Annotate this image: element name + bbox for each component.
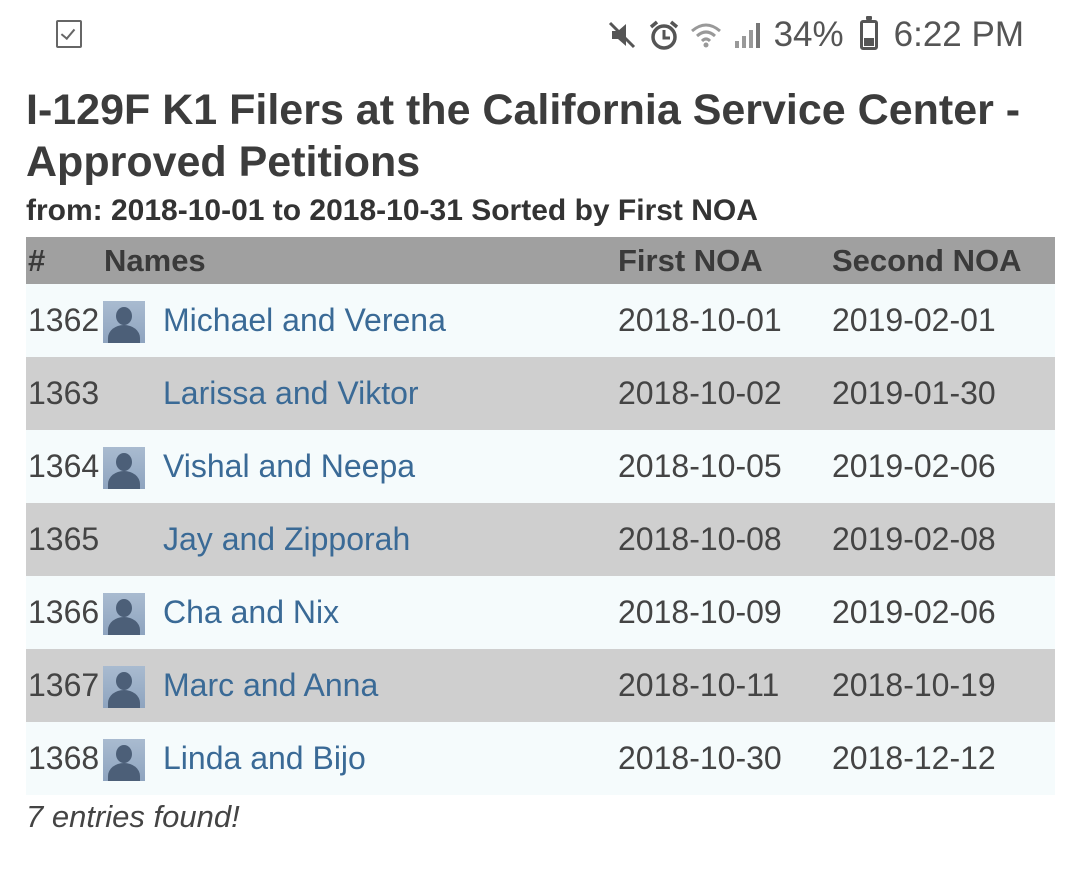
avatar-icon[interactable] [103, 666, 145, 708]
second-noa-date: 2019-02-01 [832, 302, 996, 338]
filer-names-link[interactable]: Jay and Zipporah [163, 521, 411, 557]
first-noa-date: 2018-10-01 [618, 302, 782, 338]
filer-names-link[interactable]: Marc and Anna [163, 667, 379, 703]
filer-names-link[interactable]: Vishal and Neepa [163, 448, 416, 484]
filer-names-link[interactable]: Cha and Nix [163, 594, 340, 630]
clock-time: 6:22 PM [893, 15, 1024, 54]
second-noa-date: 2018-12-12 [832, 740, 996, 776]
signal-icon [734, 23, 760, 48]
date-range-subtitle: from: 2018-10-01 to 2018-10-31 Sorted by… [26, 194, 758, 227]
table-row: 1368 Linda and Bijo 2018-10-30 2018-12-12 [26, 722, 1055, 795]
first-noa-date: 2018-10-05 [618, 448, 782, 484]
first-noa-date: 2018-10-30 [618, 740, 782, 776]
column-header-number[interactable]: # [28, 243, 46, 278]
filer-names-link[interactable]: Linda and Bijo [163, 740, 366, 776]
battery-percent: 34% [773, 15, 844, 54]
alarm-icon [649, 20, 678, 50]
avatar-icon[interactable] [103, 301, 145, 343]
filer-names-link[interactable]: Larissa and Viktor [163, 375, 419, 411]
avatar-icon[interactable] [103, 593, 145, 635]
table-header: # Names First NOA Second NOA [26, 237, 1055, 284]
first-noa-date: 2018-10-11 [618, 667, 780, 703]
column-header-second-noa[interactable]: Second NOA [832, 243, 1022, 278]
table-row: 1364 Vishal and Neepa 2018-10-05 2019-02-06 [26, 430, 1055, 503]
status-bar: 34% 6:22 PM [0, 0, 1080, 70]
status-icons: 34% 6:22 PM [606, 12, 1024, 58]
column-header-names[interactable]: Names [104, 243, 206, 278]
checkbox-notification-icon [56, 20, 82, 48]
table-body: 1362 Michael and Verena 2018-10-01 2019-02-… [26, 284, 1055, 795]
row-number: 1366 [28, 594, 100, 630]
table-row: 1367 Marc and Anna 2018-10-11 2018-10-19 [26, 649, 1055, 722]
page-title: I-129F K1 Filers at the California Servi… [26, 86, 1021, 186]
first-noa-date: 2018-10-08 [618, 521, 782, 557]
row-number: 1368 [28, 740, 100, 776]
row-number: 1364 [28, 448, 100, 484]
first-noa-date: 2018-10-09 [618, 594, 782, 630]
first-noa-date: 2018-10-02 [618, 375, 782, 411]
second-noa-date: 2019-02-08 [832, 521, 996, 557]
avatar-icon[interactable] [103, 739, 145, 781]
filer-names-link[interactable]: Michael and Verena [163, 302, 446, 338]
avatar-icon[interactable] [103, 447, 145, 489]
entries-found-note: 7 entries found! [26, 799, 240, 834]
table-row: 1365 Jay and Zipporah 2018-10-08 2019-02-08 [26, 503, 1055, 576]
table-row: 1366 Cha and Nix 2018-10-09 2019-02-06 [26, 576, 1055, 649]
table-row: 1363 Larissa and Viktor 2018-10-02 2019-01-… [26, 357, 1055, 430]
filers-table: # Names First NOA Second NOA 1362 Michael… [26, 237, 1055, 795]
table-row: 1362 Michael and Verena 2018-10-01 2019-02-… [26, 284, 1055, 357]
row-number: 1365 [28, 521, 100, 557]
second-noa-date: 2019-01-30 [832, 375, 996, 411]
row-number: 1367 [28, 667, 100, 703]
wifi-icon [690, 23, 721, 48]
second-noa-date: 2019-02-06 [832, 448, 996, 484]
row-number: 1363 [28, 375, 100, 411]
column-header-first-noa[interactable]: First NOA [618, 243, 763, 278]
second-noa-date: 2019-02-06 [832, 594, 996, 630]
battery-icon [859, 16, 878, 50]
second-noa-date: 2018-10-19 [832, 667, 996, 703]
mute-icon [608, 21, 635, 49]
row-number: 1362 [28, 302, 100, 338]
